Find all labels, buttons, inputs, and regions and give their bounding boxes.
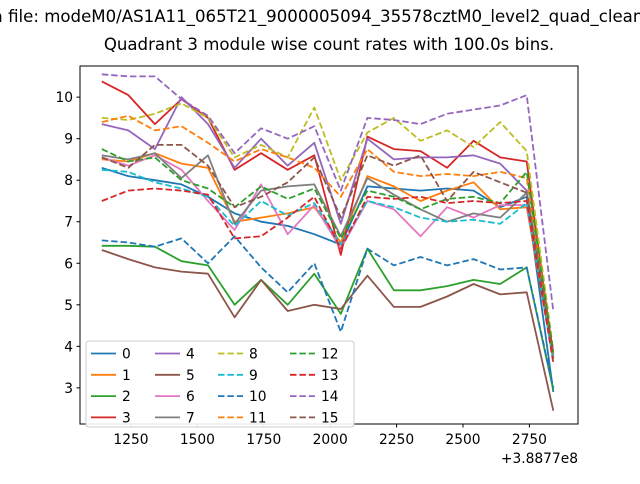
series-line-15	[101, 143, 555, 353]
legend-item-11: 11	[218, 410, 267, 426]
x-tick-label: 2500	[445, 432, 480, 448]
legend-item-8: 8	[218, 347, 258, 363]
legend-label: 10	[249, 389, 267, 405]
legend-item-12: 12	[290, 347, 339, 363]
x-tick-label: 2250	[379, 432, 414, 448]
series-line-6	[101, 154, 555, 357]
series-line-3	[101, 80, 555, 357]
series-line-12	[101, 148, 555, 353]
x-tick-label: 2750	[512, 432, 547, 448]
legend-item-1: 1	[91, 368, 131, 384]
legend-label: 11	[249, 410, 267, 426]
legend-item-2: 2	[91, 389, 131, 405]
legend-label: 9	[249, 368, 258, 384]
legend-item-14: 14	[290, 389, 339, 405]
series-lines	[101, 73, 555, 411]
legend-label: 1	[122, 368, 131, 384]
legend-label: 14	[321, 389, 339, 405]
x-tick-label: 1250	[113, 432, 148, 448]
legend-label: 2	[122, 389, 131, 405]
legend-label: 13	[321, 368, 339, 384]
series-line-11	[101, 114, 555, 355]
series-line-10	[101, 235, 555, 389]
axes-title: Quadrant 3 module wise count rates with …	[104, 35, 554, 54]
legend-item-4: 4	[155, 347, 195, 363]
legend-label: 7	[186, 410, 195, 426]
legend-item-10: 10	[218, 389, 267, 405]
legend-label: 6	[186, 389, 195, 405]
y-tick-label: 10	[55, 90, 73, 106]
x-tick-label: 1750	[246, 432, 281, 448]
legend-label: 8	[249, 347, 258, 363]
legend-label: 3	[122, 410, 131, 426]
series-line-7	[101, 152, 555, 359]
legend-label: 5	[186, 368, 195, 384]
legend-item-7: 7	[155, 410, 195, 426]
figure-file-title: a file: modeM0/AS1A11_065T21_9000005094_…	[0, 7, 640, 27]
series-line-14	[101, 73, 555, 312]
series-line-2	[101, 244, 555, 391]
legend-item-13: 13	[290, 368, 339, 384]
legend-item-9: 9	[218, 368, 258, 384]
x-tick-label: 2000	[313, 432, 348, 448]
legend-item-15: 15	[290, 410, 339, 426]
series-line-8	[101, 102, 555, 351]
legend-label: 0	[122, 347, 131, 363]
series-line-13	[101, 187, 555, 364]
legend-label: 12	[321, 347, 339, 363]
x-offset-label: +3.8877e8	[501, 451, 578, 467]
series-line-5	[101, 249, 555, 411]
series-line-0	[101, 166, 555, 393]
legend-item-3: 3	[91, 410, 131, 426]
legend-frame	[85, 340, 355, 428]
legend-item-5: 5	[155, 368, 195, 384]
series-line-9	[101, 168, 555, 362]
series-line-1	[101, 152, 555, 359]
legend-item-0: 0	[91, 347, 131, 363]
y-tick-label: 7	[64, 215, 73, 231]
y-tick-label: 8	[64, 173, 73, 189]
y-tick-label: 9	[64, 132, 73, 148]
x-tick-label: 1500	[180, 432, 215, 448]
legend-label: 15	[321, 410, 339, 426]
legend-item-6: 6	[155, 389, 195, 405]
y-tick-label: 5	[64, 298, 73, 314]
legend-label: 4	[186, 347, 195, 363]
y-tick-label: 4	[64, 339, 73, 355]
y-tick-label: 6	[64, 256, 73, 272]
y-tick-label: 3	[64, 381, 73, 397]
